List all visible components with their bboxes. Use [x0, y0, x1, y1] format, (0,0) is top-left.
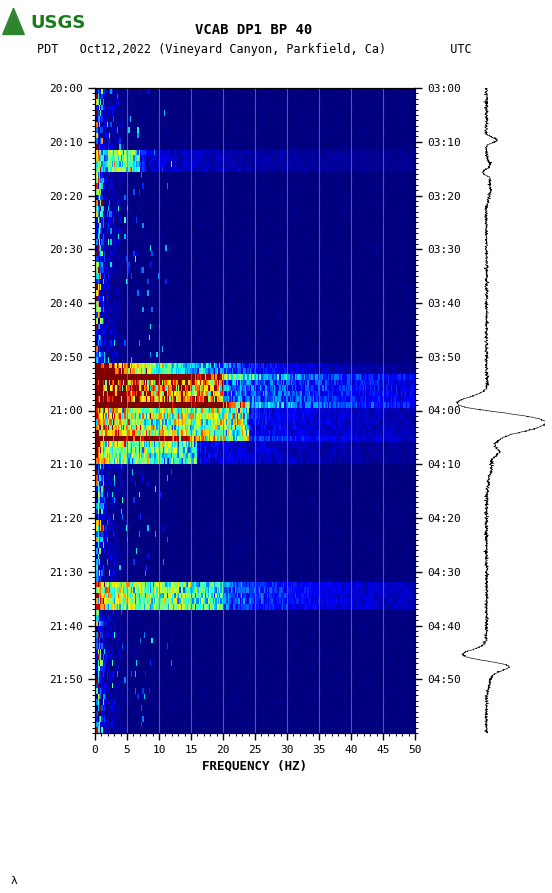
X-axis label: FREQUENCY (HZ): FREQUENCY (HZ): [203, 759, 307, 772]
Polygon shape: [3, 8, 24, 35]
Text: USGS: USGS: [30, 14, 86, 32]
Text: λ: λ: [11, 876, 18, 886]
Text: VCAB DP1 BP 40: VCAB DP1 BP 40: [195, 23, 312, 37]
Text: PDT   Oct12,2022 (Vineyard Canyon, Parkfield, Ca)         UTC: PDT Oct12,2022 (Vineyard Canyon, Parkfie…: [36, 44, 471, 56]
